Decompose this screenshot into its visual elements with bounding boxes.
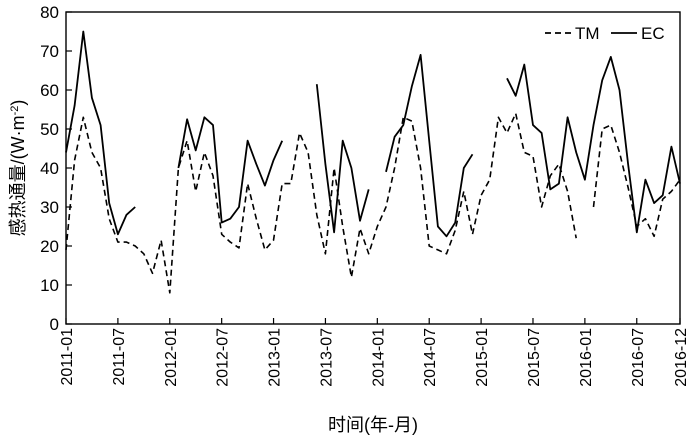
y-tick-label: 20: [40, 237, 59, 256]
x-tick-label: 2011-07: [111, 328, 128, 386]
x-tick-label: 2014-01: [370, 328, 387, 387]
y-tick-label: 80: [40, 3, 59, 22]
axes-layer: [65, 11, 681, 325]
series-line-ec: [315, 84, 370, 234]
x-tick-label: 2015-01: [474, 328, 491, 387]
series-line-ec: [177, 116, 284, 224]
x-tick-label: 2011-01: [59, 328, 76, 386]
x-tick-label: 2012-01: [163, 328, 180, 387]
y-tick-label: 70: [40, 42, 59, 61]
y-tick-label: 30: [40, 198, 59, 217]
x-tick-label: 2016-01: [578, 328, 595, 387]
series-line-tm: [65, 112, 577, 294]
series-line-ec: [65, 30, 136, 236]
plot-frame: [65, 11, 681, 325]
y-tick-label: 50: [40, 120, 59, 139]
y-tick-label: 40: [40, 159, 59, 178]
y-axis-title-close: ): [8, 100, 28, 106]
labels-layer: 0 10 20 30 40 50 60 70 80 2011-01 2011-07 2012-01 20…: [8, 3, 690, 435]
x-tick-label: 2015-07: [526, 328, 543, 387]
series-layer: [65, 30, 681, 294]
series-line-ec: [506, 56, 681, 234]
y-tick-label: 10: [40, 276, 59, 295]
y-tick-label: 60: [40, 81, 59, 100]
y-axis-title: 感热通量/(W·m-2): [8, 100, 28, 237]
series-line-tm: [592, 124, 681, 238]
x-tick-label: 2013-07: [318, 328, 335, 387]
legend-label-ec: EC: [641, 24, 665, 43]
legend-label-tm: TM: [575, 24, 600, 43]
legend: TM EC: [545, 24, 665, 43]
x-tick-label: 2012-07: [215, 328, 232, 387]
y-tick-label: 0: [50, 315, 59, 334]
x-axis-title: 时间(年-月): [328, 415, 418, 435]
y-axis-title-superscript: -2: [9, 106, 21, 116]
y-axis-title-main: 感热通量/(W·m: [8, 115, 28, 236]
x-tick-label: 2014-07: [422, 328, 439, 387]
x-tick-label: 2016-07: [630, 328, 647, 387]
x-tick-label: 2016-12: [673, 328, 690, 387]
x-tick-label: 2013-01: [267, 328, 284, 387]
series-line-ec: [385, 54, 474, 238]
